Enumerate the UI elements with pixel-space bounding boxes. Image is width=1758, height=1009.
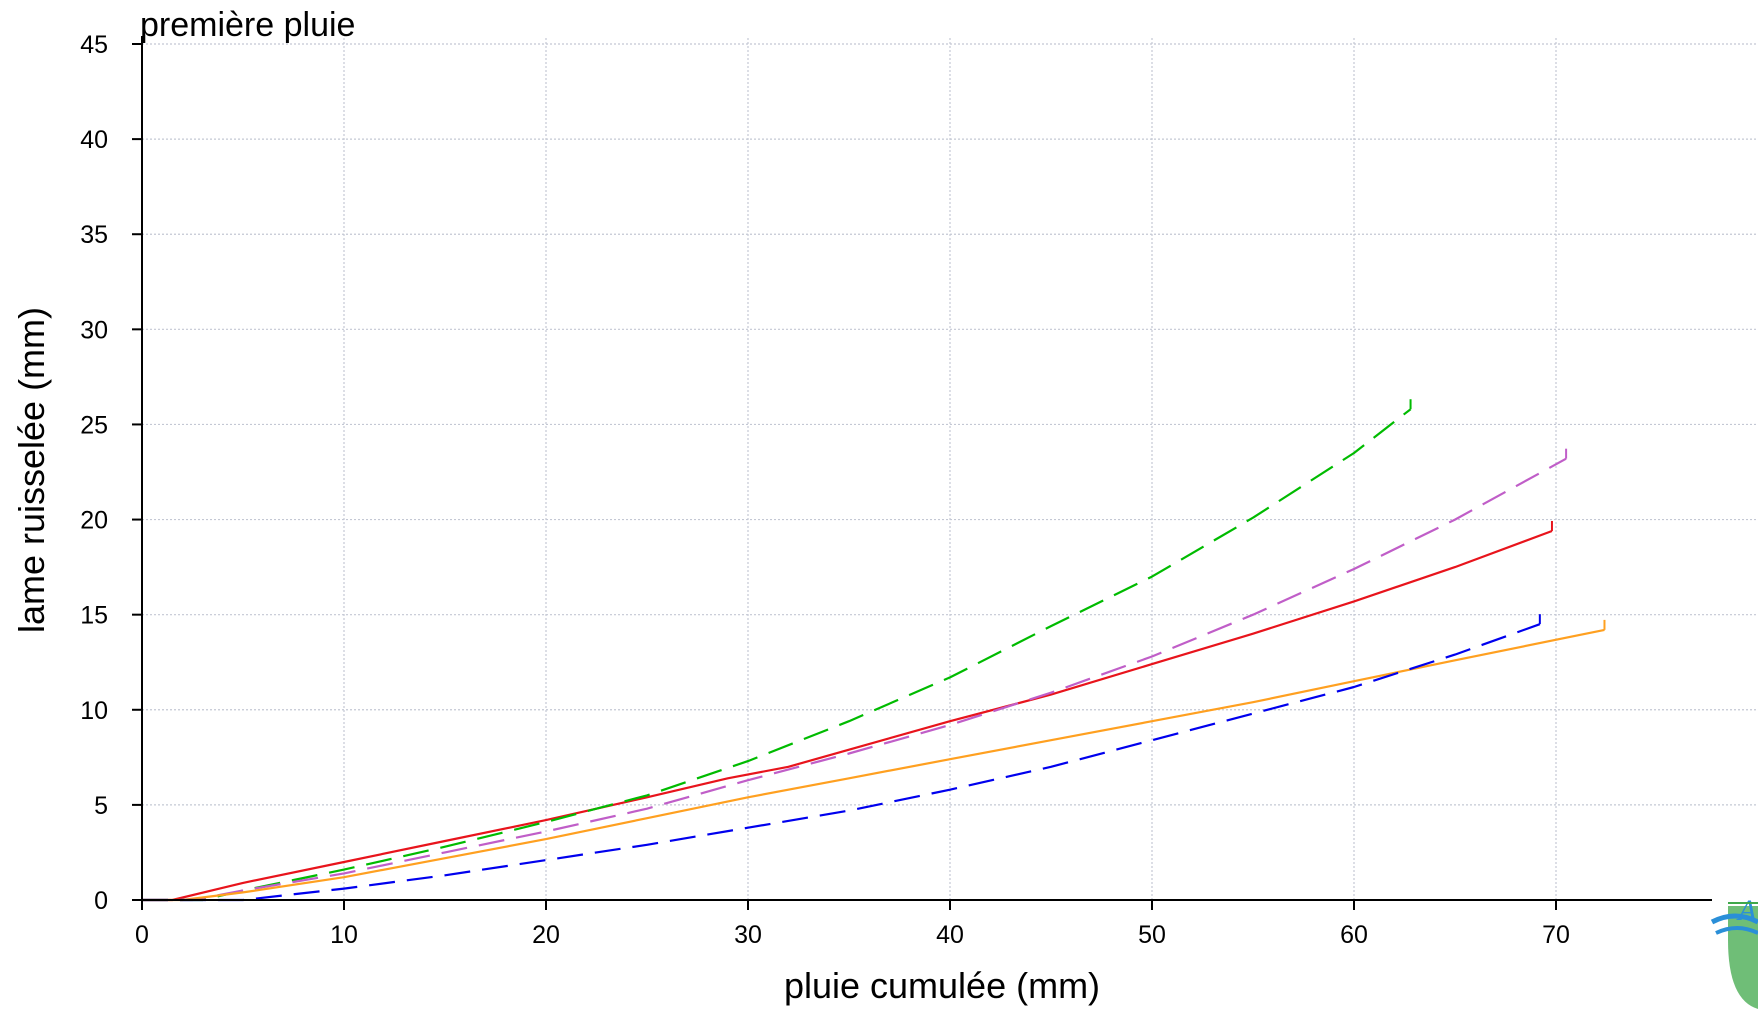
series-group [142,399,1606,902]
x-tick-label: 70 [1542,921,1570,949]
x-tick-label: 50 [1138,921,1166,949]
x-tick-label: 30 [734,921,762,949]
series-line-4 [142,628,1605,902]
y-tick-label: 10 [80,697,108,725]
svg-text:A: A [1736,894,1757,927]
y-tick-label: 0 [94,887,108,915]
y-tick-label: 20 [80,507,108,535]
y-tick-label: 30 [80,316,108,344]
series-line-3 [142,457,1567,902]
series-line-5 [142,623,1541,902]
axes [132,36,1712,910]
x-tick-label: 0 [135,921,149,949]
series-line-2 [142,408,1412,902]
x-axis-label: pluie cumulée (mm) [784,965,1100,1006]
chart-title: première pluie [140,6,355,44]
logo: A [1710,894,1758,1009]
y-tick-label: 25 [80,411,108,439]
y-tick-label: 45 [80,31,108,59]
tick-labels: 0 10 20 30 40 50 60 70 0 5 10 15 20 25 30 35 40 45 [80,31,1570,949]
grid [142,38,1758,900]
x-tick-label: 60 [1340,921,1368,949]
x-tick-label: 10 [330,921,358,949]
y-tick-label: 15 [80,602,108,630]
x-tick-label: 20 [532,921,560,949]
y-axis-label: lame ruisselée (mm) [11,307,52,633]
y-tick-label: 35 [80,221,108,249]
y-tick-label: 5 [94,792,108,820]
series-line-1 [142,529,1553,902]
x-tick-label: 40 [936,921,964,949]
y-tick-label: 40 [80,126,108,154]
